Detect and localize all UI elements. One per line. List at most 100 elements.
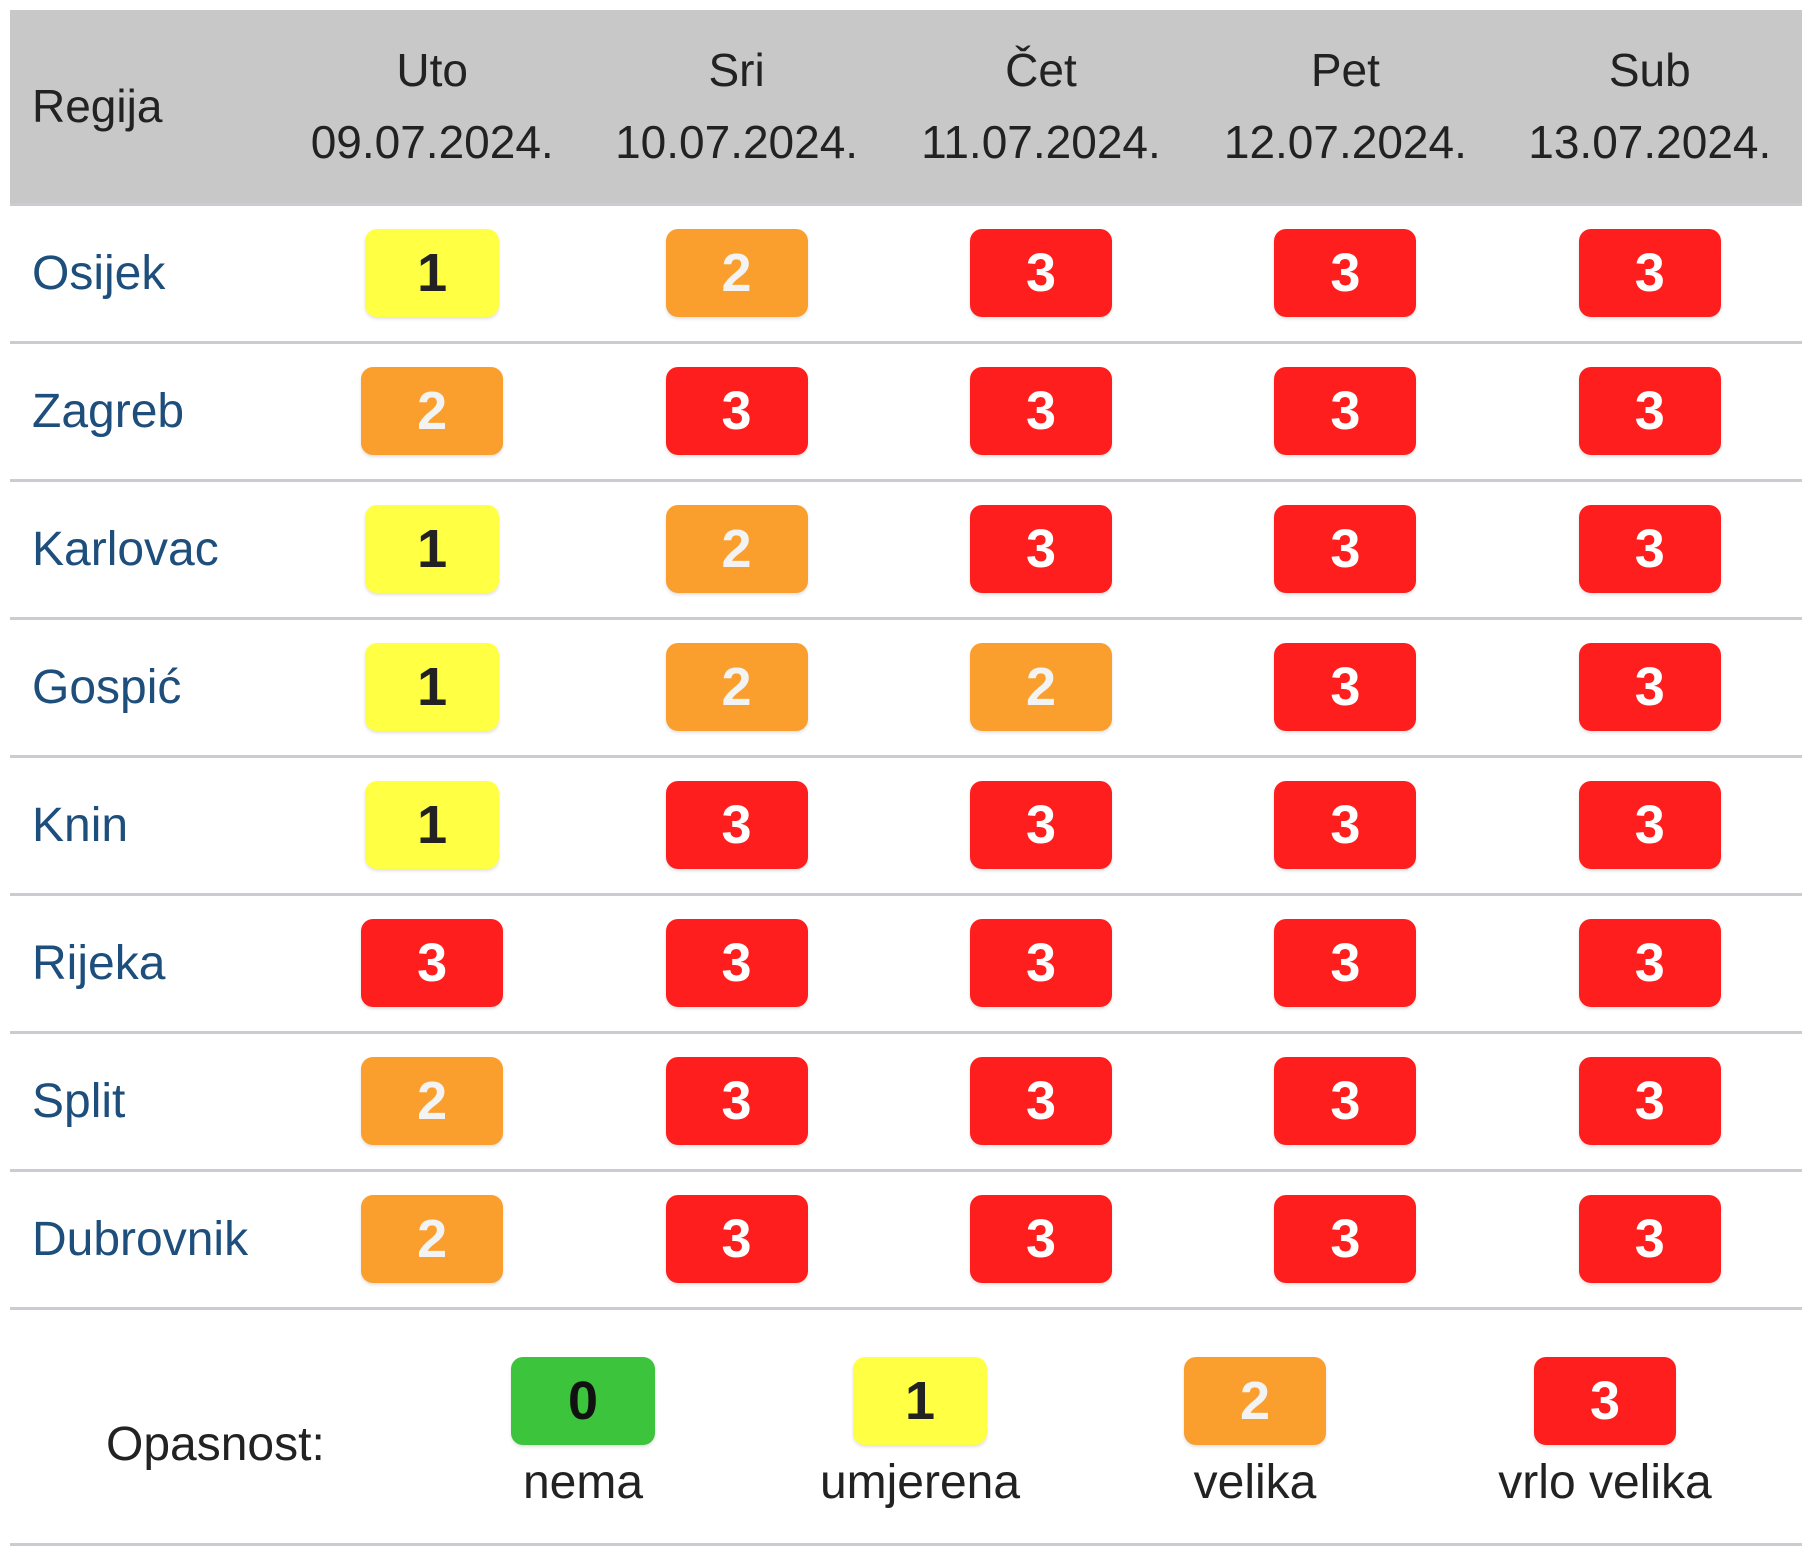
legend-item-very-high: 3 vrlo velika xyxy=(1455,1357,1755,1510)
level-badge: 3 xyxy=(665,1195,808,1283)
danger-cell: 3 xyxy=(889,756,1193,894)
day-column-header: Čet 11.07.2024. xyxy=(889,10,1193,204)
level-badge: 3 xyxy=(1274,1057,1417,1145)
level-badge: 2 xyxy=(665,505,808,593)
level-badge: 3 xyxy=(969,781,1112,869)
danger-cell: 3 xyxy=(889,1032,1193,1170)
level-badge: 3 xyxy=(665,919,808,1007)
danger-cell: 3 xyxy=(1193,342,1497,480)
danger-cell: 3 xyxy=(584,894,888,1032)
danger-cell: 1 xyxy=(280,480,584,618)
legend-label: nema xyxy=(522,1456,644,1509)
danger-cell: 3 xyxy=(1193,618,1497,756)
day-column-header: Sri 10.07.2024. xyxy=(584,10,888,204)
danger-cell: 1 xyxy=(280,202,585,342)
day-name: Sri xyxy=(708,44,765,97)
legend-title: Opasnost: xyxy=(106,1418,325,1471)
day-column-header: Sub 13.07.2024. xyxy=(1498,10,1802,204)
danger-cell: 3 xyxy=(1498,756,1802,894)
level-badge: 3 xyxy=(665,367,808,455)
level-badge: 3 xyxy=(1578,643,1721,731)
level-badge: 1 xyxy=(365,643,500,731)
danger-cell: 3 xyxy=(889,342,1193,480)
level-badge: 3 xyxy=(1274,505,1417,593)
level-badge: 3 xyxy=(1578,229,1721,317)
level-badge: 2 xyxy=(361,1195,504,1283)
level-badge: 2 xyxy=(665,643,808,731)
level-badge: 3 xyxy=(969,367,1112,455)
level-badge: 3 xyxy=(1274,229,1417,317)
danger-cell: 3 xyxy=(584,1170,888,1308)
table-row: Osijek 1 2 3 3 3 xyxy=(10,202,1802,342)
legend-item-moderate: 1 umjerena xyxy=(770,1357,1070,1510)
day-name: Sub xyxy=(1608,44,1691,97)
danger-legend: Opasnost: 0 nema 1 umjerena 2 velika 3 v… xyxy=(10,1315,1802,1546)
day-column-header: Pet 12.07.2024. xyxy=(1193,10,1497,204)
day-date: 11.07.2024. xyxy=(921,116,1161,169)
level-badge: 3 xyxy=(969,229,1112,317)
table-row: Gospić 1 2 2 3 3 xyxy=(10,618,1802,756)
forecast-table-container: Regija Uto 09.07.2024. Sri 10.07.2024. Č… xyxy=(10,10,1802,1310)
level-badge: 2 xyxy=(969,643,1112,731)
level-badge: 3 xyxy=(1578,1195,1721,1283)
danger-cell: 3 xyxy=(1497,202,1802,342)
level-badge: 1 xyxy=(853,1357,987,1445)
region-link[interactable]: Karlovac xyxy=(32,522,219,576)
danger-cell: 3 xyxy=(584,1032,888,1170)
danger-cell: 2 xyxy=(584,202,889,342)
level-badge: 3 xyxy=(1274,781,1417,869)
danger-cell: 2 xyxy=(280,1032,584,1170)
danger-cell: 1 xyxy=(280,756,584,894)
day-name: Pet xyxy=(1310,44,1380,97)
danger-cell: 3 xyxy=(584,342,888,480)
table-row: Zagreb 2 3 3 3 3 xyxy=(10,342,1802,480)
day-date: 13.07.2024. xyxy=(1528,116,1772,169)
day-date: 09.07.2024. xyxy=(310,116,554,169)
level-badge: 3 xyxy=(1578,367,1721,455)
level-badge: 3 xyxy=(665,1057,808,1145)
danger-cell: 2 xyxy=(584,480,888,618)
level-badge: 2 xyxy=(361,1057,504,1145)
region-link[interactable]: Gospić xyxy=(32,660,182,714)
legend-item-none: 0 nema xyxy=(433,1357,733,1510)
level-badge: 3 xyxy=(1578,781,1721,869)
region-link[interactable]: Dubrovnik xyxy=(32,1212,249,1266)
level-badge: 3 xyxy=(1578,919,1721,1007)
level-badge: 2 xyxy=(1184,1357,1326,1445)
danger-cell: 3 xyxy=(1498,1170,1802,1308)
region-link[interactable]: Rijeka xyxy=(32,936,166,990)
day-date: 12.07.2024. xyxy=(1223,116,1467,169)
level-badge: 3 xyxy=(969,505,1112,593)
table-row: Knin 1 3 3 3 3 xyxy=(10,756,1802,894)
danger-cell: 2 xyxy=(889,618,1193,756)
danger-cell: 3 xyxy=(1498,894,1802,1032)
danger-cell: 3 xyxy=(1193,1032,1497,1170)
level-badge: 3 xyxy=(1534,1357,1676,1445)
danger-cell: 2 xyxy=(584,618,888,756)
danger-cell: 2 xyxy=(280,1170,584,1308)
danger-cell: 3 xyxy=(1193,1170,1497,1308)
level-badge: 2 xyxy=(665,229,808,317)
danger-cell: 3 xyxy=(889,480,1193,618)
danger-cell: 3 xyxy=(889,894,1193,1032)
region-link[interactable]: Zagreb xyxy=(32,384,185,438)
region-link[interactable]: Knin xyxy=(32,798,129,852)
day-column-header: Uto 09.07.2024. xyxy=(280,10,584,204)
table-body: Osijek 1 2 3 3 3 Zagreb 2 3 3 3 3 Karlovac 1 2 3 3 3 Gospi… xyxy=(10,202,1802,1308)
level-badge: 3 xyxy=(969,1195,1112,1283)
danger-cell: 3 xyxy=(1498,480,1802,618)
region-column-header: Regija xyxy=(32,80,163,133)
table-row: Split 2 3 3 3 3 xyxy=(10,1032,1802,1170)
level-badge: 3 xyxy=(969,1057,1112,1145)
danger-cell: 2 xyxy=(280,342,584,480)
day-name: Čet xyxy=(1005,44,1077,97)
danger-cell: 1 xyxy=(280,618,584,756)
level-badge: 3 xyxy=(1578,505,1721,593)
danger-cell: 3 xyxy=(889,1170,1193,1308)
level-badge: 2 xyxy=(361,367,504,455)
region-link[interactable]: Osijek xyxy=(10,202,280,342)
region-link[interactable]: Split xyxy=(32,1074,126,1128)
danger-cell: 3 xyxy=(1498,618,1802,756)
danger-cell: 3 xyxy=(584,756,888,894)
day-name: Uto xyxy=(396,44,468,97)
